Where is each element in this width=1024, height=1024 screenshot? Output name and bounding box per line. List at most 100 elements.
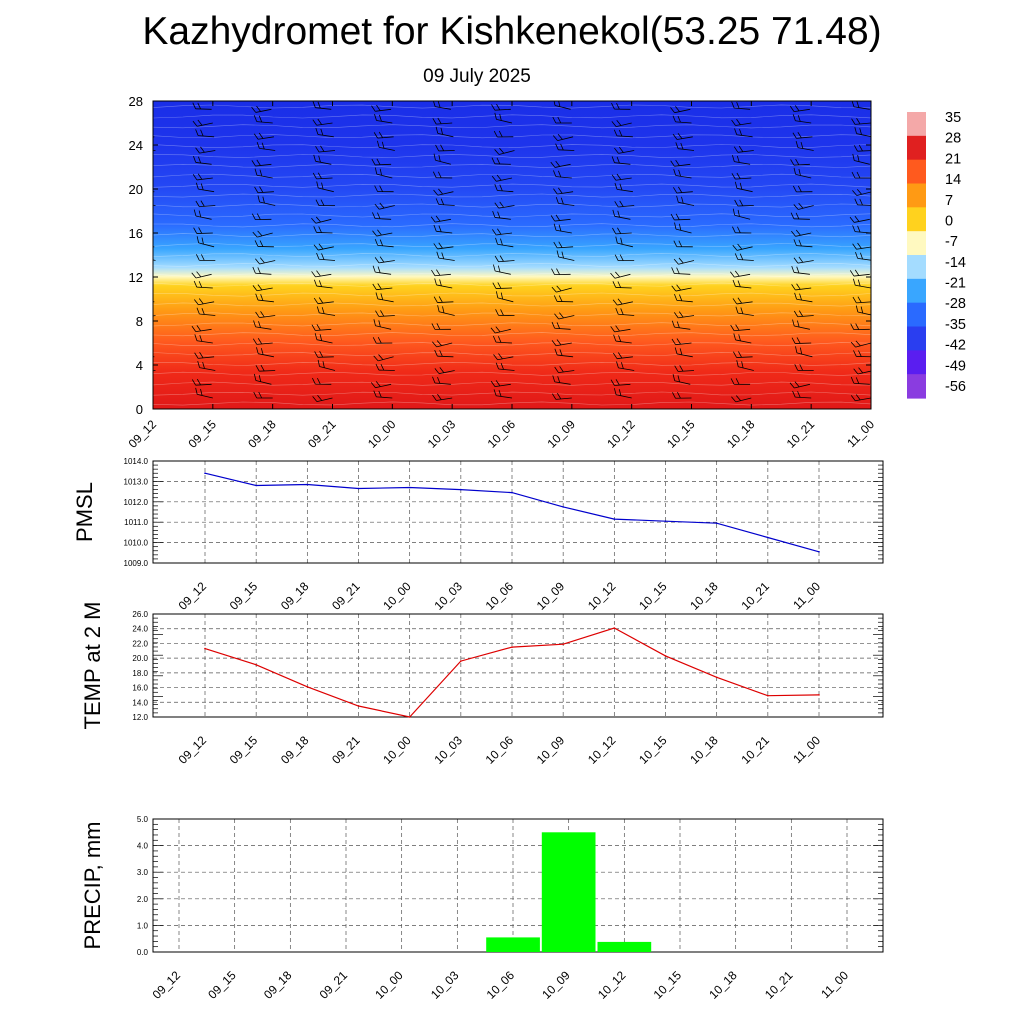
wind-barb bbox=[672, 115, 692, 124]
wind-barb bbox=[553, 223, 572, 234]
wind-barb bbox=[792, 132, 813, 139]
wind-barb bbox=[730, 270, 751, 278]
isotherm-contour bbox=[153, 302, 871, 307]
wind-barb bbox=[791, 283, 812, 291]
wind-barb bbox=[734, 253, 754, 261]
colorbar-segment bbox=[907, 350, 926, 375]
wind-barb bbox=[252, 266, 272, 275]
wind-barb bbox=[854, 127, 871, 138]
colorbar-segment bbox=[907, 159, 926, 185]
x-tick-label: 09_21 bbox=[329, 579, 363, 613]
wind-barb bbox=[493, 264, 511, 275]
temp2m-point bbox=[255, 664, 257, 666]
wind-barb bbox=[312, 101, 332, 110]
wind-barb bbox=[495, 362, 515, 371]
isotherm-contour bbox=[153, 253, 871, 257]
wind-barb bbox=[435, 144, 455, 152]
y-tick-label: 1009.0 bbox=[124, 559, 149, 568]
wind-barb bbox=[849, 269, 870, 277]
temp2m-ylabel: TEMP at 2 M bbox=[80, 602, 105, 730]
wind-barb bbox=[673, 168, 692, 179]
x-tick-label: 09_12 bbox=[176, 733, 210, 767]
y-tick-label: 22.0 bbox=[132, 639, 148, 648]
wind-barb bbox=[196, 307, 216, 316]
wind-barb bbox=[553, 170, 572, 179]
wind-barb bbox=[613, 129, 633, 138]
wind-barb bbox=[672, 133, 693, 140]
wind-barb bbox=[257, 195, 276, 206]
isotherm-contour bbox=[153, 322, 871, 327]
wind-barb bbox=[492, 282, 513, 289]
wind-barb bbox=[671, 338, 692, 346]
colorbar-segment bbox=[907, 302, 926, 328]
wind-barb bbox=[732, 351, 753, 358]
wind-barb bbox=[252, 230, 273, 238]
x-tick-label: 10_00 bbox=[365, 417, 399, 451]
pmsl-point bbox=[818, 551, 820, 553]
y-tick-label: 16.0 bbox=[132, 684, 148, 693]
wind-barb bbox=[251, 105, 272, 113]
wind-barb bbox=[612, 298, 633, 306]
wind-barb bbox=[850, 340, 871, 348]
colorbar-label: -14 bbox=[945, 255, 966, 271]
x-tick-label: 10_09 bbox=[534, 579, 568, 613]
wind-barb bbox=[193, 298, 215, 306]
x-tick-label: 10_15 bbox=[664, 417, 698, 451]
wind-barb bbox=[196, 236, 215, 248]
colorbar-segment bbox=[907, 326, 926, 351]
wind-barb bbox=[494, 255, 515, 263]
wind-barb bbox=[494, 184, 514, 193]
x-tick-label: 10_15 bbox=[651, 968, 685, 1002]
wind-barb bbox=[553, 241, 574, 249]
colorbar-segment bbox=[907, 231, 926, 256]
wind-barb bbox=[792, 185, 813, 193]
wind-barb bbox=[495, 309, 515, 316]
wind-barb bbox=[153, 354, 155, 358]
wind-barb bbox=[371, 104, 392, 112]
x-tick-label: 10_21 bbox=[738, 733, 772, 767]
wind-barb bbox=[852, 278, 871, 289]
x-tick-label: 10_12 bbox=[595, 968, 629, 1002]
x-tick-label: 09_15 bbox=[227, 579, 261, 613]
y-tick-label: 24.0 bbox=[132, 625, 148, 634]
wind-barb bbox=[191, 378, 212, 386]
y-tick-label: 20.0 bbox=[132, 654, 148, 663]
colorbar-segment bbox=[907, 112, 926, 137]
wind-barb bbox=[493, 389, 513, 399]
pmsl-point bbox=[562, 506, 564, 508]
wind-barb bbox=[373, 354, 394, 362]
wind-barb bbox=[789, 381, 810, 389]
pmsl-point bbox=[357, 487, 360, 490]
wind-barb bbox=[731, 101, 751, 110]
wind-barb bbox=[790, 212, 810, 220]
wind-barb bbox=[316, 252, 336, 261]
wind-barb bbox=[730, 324, 751, 332]
wind-barb bbox=[672, 392, 692, 399]
wind-barb bbox=[252, 284, 273, 292]
colorbar-label: -35 bbox=[945, 317, 966, 333]
isotherm-contour bbox=[153, 233, 871, 238]
wind-barb bbox=[432, 171, 453, 179]
wind-barb bbox=[192, 173, 213, 181]
wind-barb bbox=[153, 175, 154, 179]
colorbar-label: 0 bbox=[945, 213, 953, 229]
pmsl-point bbox=[460, 488, 462, 491]
wind-barb bbox=[554, 348, 574, 358]
isotherm-contour bbox=[153, 144, 871, 149]
wind-barb bbox=[611, 156, 631, 165]
x-tick-label: 10_03 bbox=[428, 968, 462, 1002]
colorbar-segment bbox=[907, 278, 926, 304]
y-tick-label: 1013.0 bbox=[124, 477, 149, 486]
wind-barb bbox=[193, 209, 212, 220]
wind-barb bbox=[850, 394, 871, 402]
wind-barb bbox=[434, 278, 453, 289]
y-tick-label: 5.0 bbox=[137, 815, 149, 824]
wind-barb bbox=[312, 172, 333, 180]
wind-barb bbox=[255, 257, 276, 265]
wind-barb bbox=[153, 122, 154, 124]
wind-barb bbox=[193, 280, 213, 289]
pmsl-point bbox=[767, 536, 769, 539]
wind-barb bbox=[792, 319, 810, 330]
wind-barb bbox=[613, 388, 632, 399]
wind-barb bbox=[670, 213, 691, 221]
